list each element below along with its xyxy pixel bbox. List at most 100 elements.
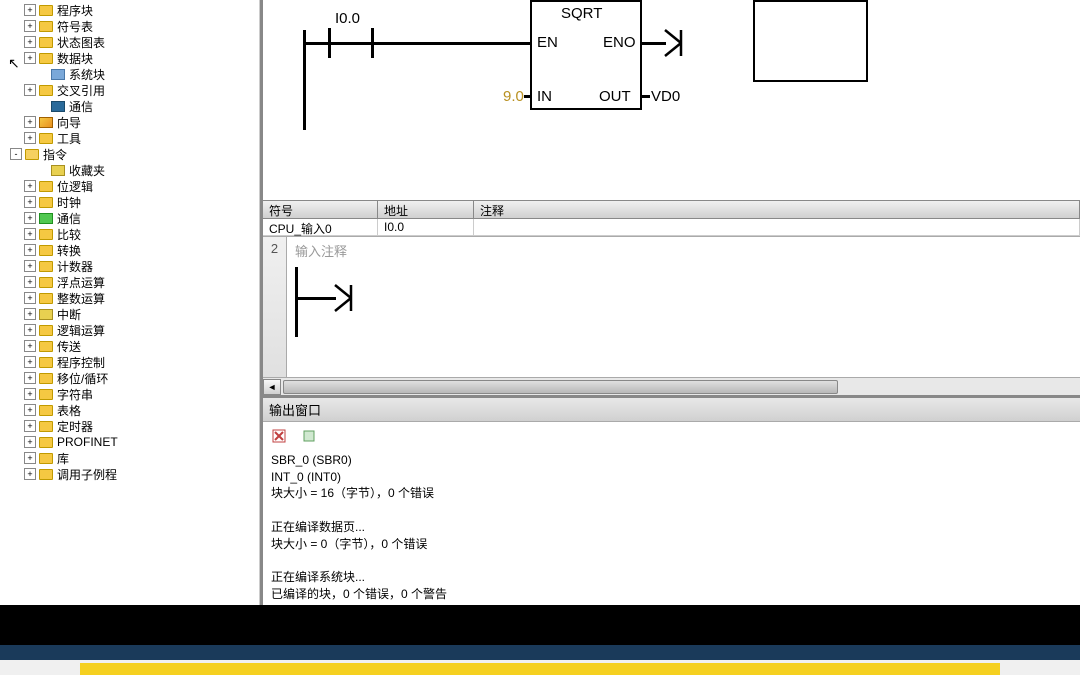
folder-icon [38,227,54,241]
tree-toggle[interactable]: + [24,20,36,32]
scroll-thumb[interactable] [283,380,838,394]
output-line: 正在编译数据页... [271,519,1072,536]
output-neg-icon-2 [333,283,365,313]
tree-item[interactable]: 系统块 [0,66,259,82]
tree-item[interactable]: +交叉引用 [0,82,259,98]
tree-label: 符号表 [57,18,93,35]
tree-toggle[interactable]: - [10,148,22,160]
tree-label: 调用子例程 [57,466,117,483]
block-title: SQRT [561,5,602,22]
tree-item[interactable]: +位逻辑 [0,178,259,194]
tree-toggle[interactable]: + [24,276,36,288]
tree-item[interactable]: +转换 [0,242,259,258]
col-address[interactable]: 地址 [378,201,474,218]
table-row[interactable]: CPU_输入0 I0.0 [263,219,1080,236]
folder-icon [38,19,54,33]
tree-item[interactable]: + 传送 [0,338,259,354]
tree-item[interactable]: + 调用子例程 [0,466,259,482]
tree-toggle[interactable]: + [24,260,36,272]
folder-open-icon [24,147,40,161]
tree-toggle[interactable]: + [24,324,36,336]
tree-toggle[interactable]: + [24,468,36,480]
tree-item[interactable]: 通信 [0,98,259,114]
tree-item[interactable]: +程序控制 [0,354,259,370]
tree-item[interactable]: +程序块 [0,2,259,18]
tree-item[interactable]: +中断 [0,306,259,322]
scroll-left-button[interactable]: ◄ [263,379,281,395]
tree-item[interactable]: + 计数器 [0,258,259,274]
tree-toggle[interactable]: + [24,420,36,432]
tree-toggle[interactable]: + [24,84,36,96]
tree-item[interactable]: +状态图表 [0,34,259,50]
col-symbol[interactable]: 符号 [263,201,378,218]
comment-input[interactable]: 输入注释 [287,237,1080,264]
clear-output-button[interactable] [269,426,289,446]
folder-icon [38,83,54,97]
tree-item[interactable]: +库 [0,450,259,466]
tree-item[interactable]: + 表格 [0,402,259,418]
tree-toggle[interactable]: + [24,196,36,208]
tree-toggle[interactable]: + [24,132,36,144]
tree-toggle[interactable]: + [24,180,36,192]
network-2[interactable]: 2 输入注释 [263,237,1080,377]
tree-toggle[interactable]: + [24,212,36,224]
tree-toggle[interactable]: + [24,452,36,464]
tree-item[interactable]: + 数据块 [0,50,259,66]
folder-icon [38,371,54,385]
folder-icon [38,51,54,65]
tree-toggle[interactable]: + [24,244,36,256]
folder-icon [38,131,54,145]
tree-label: 传送 [57,338,81,355]
tree-toggle[interactable]: + [24,308,36,320]
tree-toggle[interactable]: + [24,4,36,16]
tree-item[interactable]: +移位/循环 [0,370,259,386]
tree-item[interactable]: +PROFINET [0,434,259,450]
in-value[interactable]: 9.0 [503,88,524,105]
tree-toggle[interactable]: + [24,52,36,64]
empty-box[interactable] [753,0,868,82]
tree-item[interactable]: + 定时器 [0,418,259,434]
tree-item[interactable]: + 向导 [0,114,259,130]
tree-item[interactable]: -指令 [0,146,259,162]
col-comment[interactable]: 注释 [474,201,1080,218]
tree-label: 数据块 [57,50,93,67]
tree-item[interactable]: +字符串 [0,386,259,402]
tree-item[interactable]: +工具 [0,130,259,146]
tree-label: 表格 [57,402,81,419]
tree-item[interactable]: + 符号表 [0,18,259,34]
tree-toggle[interactable]: + [24,116,36,128]
tree-item[interactable]: +逻辑运算 [0,322,259,338]
yellow-icon [50,163,66,177]
tree-label: 向导 [57,114,81,131]
tree-item[interactable]: 收藏夹 [0,162,259,178]
contact-address[interactable]: I0.0 [335,10,360,27]
tree-item[interactable]: +比较 [0,226,259,242]
ladder-editor[interactable]: I0.0 SQRT EN ENO IN OUT 9.0 [263,0,1080,237]
tree-toggle[interactable]: + [24,356,36,368]
out-address[interactable]: VD0 [651,88,680,105]
output-action-button[interactable] [299,426,319,446]
folder-icon [38,451,54,465]
tree-toggle[interactable]: + [24,228,36,240]
wand-icon [38,115,54,129]
folder-icon [38,195,54,209]
tree-label: 定时器 [57,418,93,435]
project-tree[interactable]: +程序块+符号表+状态图表+数据块系统块+交叉引用通信+向导+工具-指令收藏夹+… [0,0,260,605]
power-rail [303,30,306,130]
horizontal-scrollbar[interactable]: ◄ [263,377,1080,394]
tree-toggle[interactable]: + [24,292,36,304]
tree-toggle[interactable]: + [24,340,36,352]
tree-item[interactable]: +通信 [0,210,259,226]
tree-toggle[interactable]: + [24,436,36,448]
tree-label: 整数运算 [57,290,105,307]
taskbar[interactable] [0,645,1080,660]
tree-label: 计数器 [57,258,93,275]
tree-item[interactable]: + 整数运算 [0,290,259,306]
tree-toggle[interactable]: + [24,36,36,48]
en-label: EN [537,34,558,51]
tree-item[interactable]: +浮点运算 [0,274,259,290]
tree-item[interactable]: +时钟 [0,194,259,210]
tree-toggle[interactable]: + [24,372,36,384]
tree-toggle[interactable]: + [24,404,36,416]
tree-toggle[interactable]: + [24,388,36,400]
